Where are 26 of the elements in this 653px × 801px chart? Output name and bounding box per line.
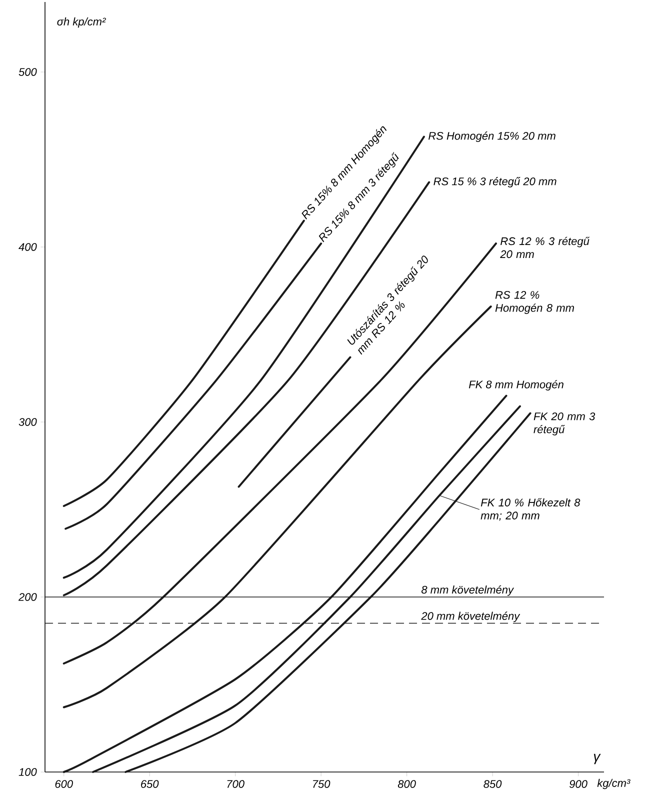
y-tick-label: 100 <box>18 768 37 776</box>
y-tick-label: 400 <box>18 243 37 251</box>
y-axis-title: σh kp/cm² <box>57 17 106 28</box>
series-label: FK 20 mm 3 rétegű <box>534 412 596 436</box>
x-tick-label: 650 <box>141 780 159 788</box>
series-label: FK 8 mm Homogén <box>468 380 564 391</box>
series-label: RS 12 % 3 rétegű 20 mm <box>500 236 590 258</box>
line-series <box>62 220 305 507</box>
x-tick-label: 750 <box>313 780 330 788</box>
text: kg/cm³ <box>597 778 630 790</box>
series-label: RS 15 % 3 rétegű 20 mm <box>434 177 556 188</box>
legend-label: FK 10 % Hőkezelt 8 mm; 20 mm <box>480 498 580 521</box>
ref-line-label: 8 mm követelmény <box>422 585 514 596</box>
y-tick-label: 200 <box>18 593 37 601</box>
series-label: RS Homogén 15% 20 mm <box>428 132 556 142</box>
x-tick-label: 700 <box>227 780 244 788</box>
line-series <box>64 242 322 530</box>
x-axis-title: γ <box>594 754 601 764</box>
y-tick-label: 500 <box>18 68 37 76</box>
series-label: RS 12 % Homogén 8 mm <box>495 291 574 314</box>
x-tick-label: 800 <box>398 780 416 788</box>
y-tick-label: 300 <box>18 418 37 426</box>
ref-line-label: 20 mm követelmény <box>421 612 520 622</box>
x-tick-label: 600 <box>55 780 73 788</box>
x-tick-label: 900 <box>569 780 588 788</box>
x-tick-label: 850 <box>484 780 502 788</box>
